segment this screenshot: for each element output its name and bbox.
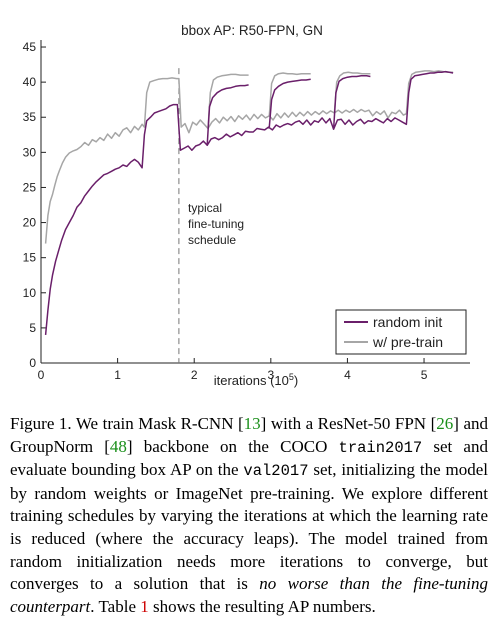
annotation-line-2: fine-tuning bbox=[188, 217, 244, 231]
x-axis-label-close: ) bbox=[294, 373, 298, 388]
figure-caption: Figure 1. We train Mask R-CNN [13] with … bbox=[10, 413, 488, 618]
caption-code-val2017: val2017 bbox=[243, 462, 309, 481]
caption-text-1: Figure 1. We train Mask R-CNN [ bbox=[10, 414, 244, 433]
x-ticks: 0 1 2 3 4 5 bbox=[38, 358, 428, 382]
caption-text-4: ] backbone on the COCO bbox=[126, 436, 339, 456]
y-tick-label: 35 bbox=[23, 110, 37, 124]
y-tick-label: 20 bbox=[23, 216, 37, 230]
caption-text-2: ] with a ResNet-50 FPN [ bbox=[260, 414, 437, 433]
x-axis-label-text: iterations (10 bbox=[214, 373, 289, 388]
y-tick-label: 10 bbox=[23, 286, 37, 300]
y-tick-label: 0 bbox=[29, 356, 36, 370]
legend-label-pre-train: w/ pre-train bbox=[372, 334, 443, 350]
schedule-annotation: typical fine-tuning schedule bbox=[178, 68, 244, 363]
y-tick-label: 40 bbox=[23, 75, 37, 89]
series-branch-random-init-2 bbox=[268, 78, 311, 128]
chart-title: bbox AP: R50-FPN, GN bbox=[181, 23, 323, 38]
series-branch-random-init-3 bbox=[332, 75, 371, 130]
x-axis-label: iterations (105) bbox=[214, 372, 299, 388]
citation-13-link[interactable]: 13 bbox=[243, 414, 261, 433]
x-axis-label-exponent: 5 bbox=[289, 372, 294, 382]
x-tick-label: 5 bbox=[421, 368, 428, 382]
series-branch-w-pre-train-1 bbox=[207, 73, 249, 129]
annotation-line-3: schedule bbox=[188, 233, 236, 247]
series-branch-w-pre-train-2 bbox=[268, 72, 311, 116]
x-tick-label: 3 bbox=[267, 368, 274, 382]
series-line-w-pre-train bbox=[44, 70, 454, 244]
legend: random init w/ pre-train bbox=[335, 309, 467, 355]
x-tick-label: 4 bbox=[344, 368, 351, 382]
bbox-ap-chart: bbox AP: R50-FPN, GN 051015202530354045 … bbox=[23, 23, 470, 388]
caption-text-3: ] and GroupNorm [ bbox=[10, 414, 488, 456]
citation-26-link[interactable]: 26 bbox=[436, 414, 454, 433]
annotation-line-1: typical bbox=[188, 201, 222, 215]
x-tick-label: 1 bbox=[114, 368, 121, 382]
caption-text-6: set, initializing the model by random we… bbox=[10, 460, 488, 594]
y-tick-label: 5 bbox=[29, 321, 36, 335]
citation-48-link[interactable]: 48 bbox=[109, 436, 127, 456]
y-tick-label: 45 bbox=[23, 40, 37, 54]
series-branch-random-init-1 bbox=[206, 84, 249, 146]
caption-code-train2017: train2017 bbox=[338, 438, 423, 457]
caption-text-8: shows the resulting AP numbers. bbox=[148, 596, 376, 616]
caption-emphasis: no worse than the fine-tuning counterpar… bbox=[10, 574, 488, 616]
legend-box bbox=[335, 309, 467, 355]
y-tick-label: 25 bbox=[23, 180, 37, 194]
series-random-init bbox=[44, 70, 454, 335]
y-tick-label: 15 bbox=[23, 251, 37, 265]
caption-text-5: set and evaluate bounding box AP on the bbox=[10, 436, 488, 480]
legend-label-random-init: random init bbox=[373, 314, 442, 330]
y-ticks: 0 5 10 15 20 25 30 35 40 45 bbox=[23, 40, 46, 370]
x-tick-label: 0 bbox=[38, 368, 45, 382]
table-1-link[interactable]: 1 bbox=[140, 596, 149, 616]
y-tick-label: 30 bbox=[23, 145, 37, 159]
series-branch-w-pre-train-3 bbox=[333, 71, 371, 114]
caption-text-7: . Table bbox=[90, 596, 141, 616]
series-line-random-init bbox=[44, 70, 454, 335]
series-layer bbox=[44, 70, 454, 335]
x-tick-label: 2 bbox=[191, 368, 198, 382]
series-w-pre-train bbox=[44, 70, 454, 244]
